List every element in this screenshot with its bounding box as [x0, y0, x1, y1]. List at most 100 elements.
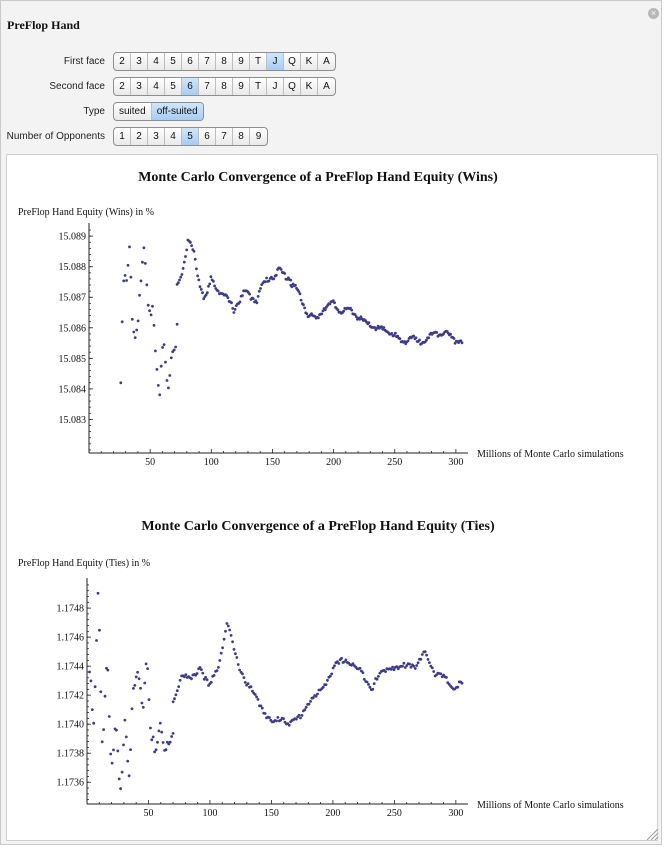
opponents-option-8[interactable]: 8 [233, 128, 250, 145]
data-point [398, 337, 402, 341]
first-option-T[interactable]: T [250, 53, 267, 70]
y-tick-label: 1.1740 [57, 720, 85, 731]
second-option-T[interactable]: T [250, 78, 267, 95]
data-point [231, 640, 235, 644]
data-point [136, 670, 140, 674]
data-point [151, 735, 155, 739]
resize-grip-icon[interactable] [645, 827, 659, 841]
data-point [205, 291, 209, 295]
second-option-6[interactable]: 6 [182, 78, 199, 95]
second-option-9[interactable]: 9 [233, 78, 250, 95]
second-option-J[interactable]: J [267, 78, 284, 95]
first-option-3[interactable]: 3 [131, 53, 148, 70]
second-option-3[interactable]: 3 [131, 78, 148, 95]
y-tick-label: 1.1748 [57, 604, 85, 615]
data-point [107, 715, 111, 718]
data-point [165, 379, 169, 382]
type-option-suited[interactable]: suited [114, 103, 152, 120]
first-option-K[interactable]: K [301, 53, 318, 70]
data-point [141, 260, 144, 264]
second-option-5[interactable]: 5 [165, 78, 182, 95]
data-point [175, 322, 179, 326]
second-option-A[interactable]: A [323, 81, 330, 92]
first-option-8[interactable]: 8 [216, 53, 233, 70]
close-icon[interactable]: × [648, 8, 659, 19]
y-tick-label: 15.087 [59, 293, 87, 304]
data-point [391, 665, 394, 669]
data-point [185, 248, 189, 252]
type-option-off-suited[interactable]: off-suited [151, 103, 203, 120]
data-point [303, 306, 306, 310]
second-option-Q[interactable]: Q [284, 78, 301, 95]
opponents-option-4[interactable]: 4 [165, 128, 182, 145]
data-point [382, 326, 386, 329]
y-tick-label: 15.085 [59, 354, 87, 365]
data-point [123, 718, 127, 722]
data-point [401, 664, 404, 668]
data-point [180, 273, 184, 276]
first-option-A[interactable]: A [323, 56, 330, 67]
data-point [175, 689, 179, 692]
data-point [156, 740, 159, 744]
opponents-option-7[interactable]: 7 [216, 128, 233, 145]
second-option-4[interactable]: 4 [148, 78, 165, 95]
data-point [350, 308, 354, 312]
first-option-7[interactable]: 7 [199, 53, 216, 70]
first-option-6[interactable]: 6 [182, 53, 199, 70]
second-option-2[interactable]: 2 [114, 78, 131, 95]
y-axis-label: PreFlop Hand Equity (Wins) in % [18, 207, 154, 218]
first-option-2[interactable]: 2 [114, 53, 131, 70]
first-option-9[interactable]: 9 [233, 53, 250, 70]
x-tick-label: 50 [143, 808, 153, 819]
data-point [135, 328, 139, 332]
data-point [241, 294, 244, 297]
second-option-8[interactable]: 8 [216, 78, 233, 95]
data-point [259, 287, 262, 290]
opponents-option-3[interactable]: 3 [148, 128, 165, 145]
data-point [200, 668, 203, 671]
data-point [179, 275, 183, 279]
opponents-option-2[interactable]: 2 [131, 128, 148, 145]
data-point [333, 664, 336, 668]
data-point [253, 693, 257, 696]
data-point [102, 728, 105, 731]
data-point [162, 343, 166, 346]
data-point [145, 283, 149, 287]
data-point [392, 334, 396, 337]
data-point [423, 650, 427, 654]
data-point [209, 275, 213, 279]
data-point [311, 696, 315, 700]
data-point [408, 662, 411, 666]
x-tick-label: 300 [448, 808, 463, 819]
first-option-J[interactable]: J [267, 53, 284, 70]
data-point [140, 701, 144, 705]
data-point [427, 336, 431, 340]
data-point [255, 695, 258, 699]
data-point [112, 748, 115, 752]
data-point [127, 774, 131, 778]
first-option-5[interactable]: 5 [165, 53, 182, 70]
data-point [251, 297, 255, 300]
first-option-Q[interactable]: Q [284, 53, 301, 70]
data-point [177, 685, 181, 688]
data-point [264, 280, 267, 284]
opponents-option-5[interactable]: 5 [182, 128, 199, 145]
opponents-option-1[interactable]: 1 [114, 128, 131, 145]
data-point [267, 279, 271, 283]
first-option-4[interactable]: 4 [148, 53, 165, 70]
data-point [141, 705, 145, 709]
data-point [305, 312, 309, 316]
data-point [189, 241, 192, 244]
data-point [133, 684, 137, 687]
data-point [190, 677, 193, 681]
data-point [453, 341, 457, 345]
opponents-option-6[interactable]: 6 [199, 128, 216, 145]
second-option-K[interactable]: K [301, 78, 318, 95]
opponents-option-9[interactable]: 9 [255, 131, 262, 142]
x-tick-label: 200 [326, 457, 341, 468]
data-point [184, 255, 187, 258]
data-point [248, 292, 252, 296]
second-option-7[interactable]: 7 [199, 78, 216, 95]
data-point [394, 331, 397, 335]
